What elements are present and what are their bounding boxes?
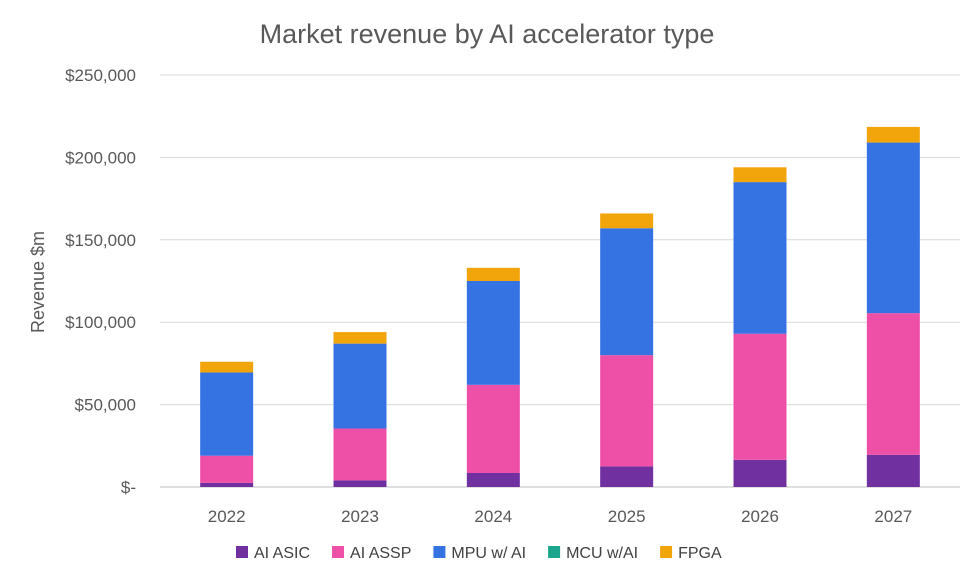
bar-segment [600, 466, 654, 487]
y-tick-label: $50,000 [75, 396, 136, 415]
legend-swatch [332, 546, 345, 558]
legend-label: AI ASIC [254, 545, 310, 562]
y-tick-label: $250,000 [65, 66, 136, 85]
bar-segment [733, 333, 787, 460]
legend-label: MPU w/ AI [451, 545, 526, 562]
y-tick-label: $100,000 [65, 313, 136, 332]
legend-label: FPGA [678, 545, 722, 562]
chart-title: Market revenue by AI accelerator type [260, 19, 715, 49]
bar-segment [866, 126, 920, 143]
bar-segment [466, 281, 520, 385]
bar-segment [733, 459, 787, 487]
x-tick-label: 2026 [741, 507, 779, 526]
legend-label: MCU w/AI [566, 545, 638, 562]
bar-segment [866, 142, 920, 314]
bar-segment [600, 228, 654, 356]
legend-swatch [433, 546, 446, 558]
bar-segment [333, 343, 387, 429]
legend-swatch [236, 546, 248, 558]
x-axis-ticks: 2022 2023 2024 2025 2026 2027 [208, 507, 912, 526]
bar-segment [600, 355, 654, 467]
bar-segment [866, 454, 920, 487]
y-axis-label: Revenue $m [28, 231, 48, 333]
bar-segment [333, 480, 387, 487]
y-tick-label: $200,000 [65, 148, 136, 167]
legend-label: AI ASSP [350, 545, 411, 562]
x-tick-label: 2027 [874, 507, 912, 526]
bar-segment [200, 482, 254, 487]
x-tick-label: 2022 [208, 507, 246, 526]
bar-segment [733, 167, 787, 183]
bar-segment [600, 213, 654, 229]
legend-swatch [548, 546, 561, 558]
bar-segment [866, 313, 920, 455]
x-tick-label: 2024 [474, 507, 512, 526]
x-tick-label: 2023 [341, 507, 379, 526]
legend: AI ASIC AI ASSP MPU w/ AI MCU w/AI FPGA [236, 545, 722, 562]
bar-segment [333, 332, 387, 344]
bar-segment [333, 428, 387, 481]
bar-segment [466, 384, 520, 473]
y-axis-ticks: $- $50,000 $100,000 $150,000 $200,000 $250,00… [65, 66, 136, 497]
bar-segment [466, 267, 520, 281]
bars [200, 126, 920, 487]
y-tick-label: $150,000 [65, 231, 136, 250]
legend-swatch [660, 546, 673, 558]
y-tick-label: $- [121, 478, 136, 497]
gridlines [160, 74, 960, 488]
bar-segment [466, 472, 520, 487]
bar-segment [733, 182, 787, 334]
bar-segment [200, 455, 254, 483]
bar-segment [200, 361, 254, 373]
bar-segment [200, 372, 254, 456]
x-tick-label: 2025 [608, 507, 646, 526]
